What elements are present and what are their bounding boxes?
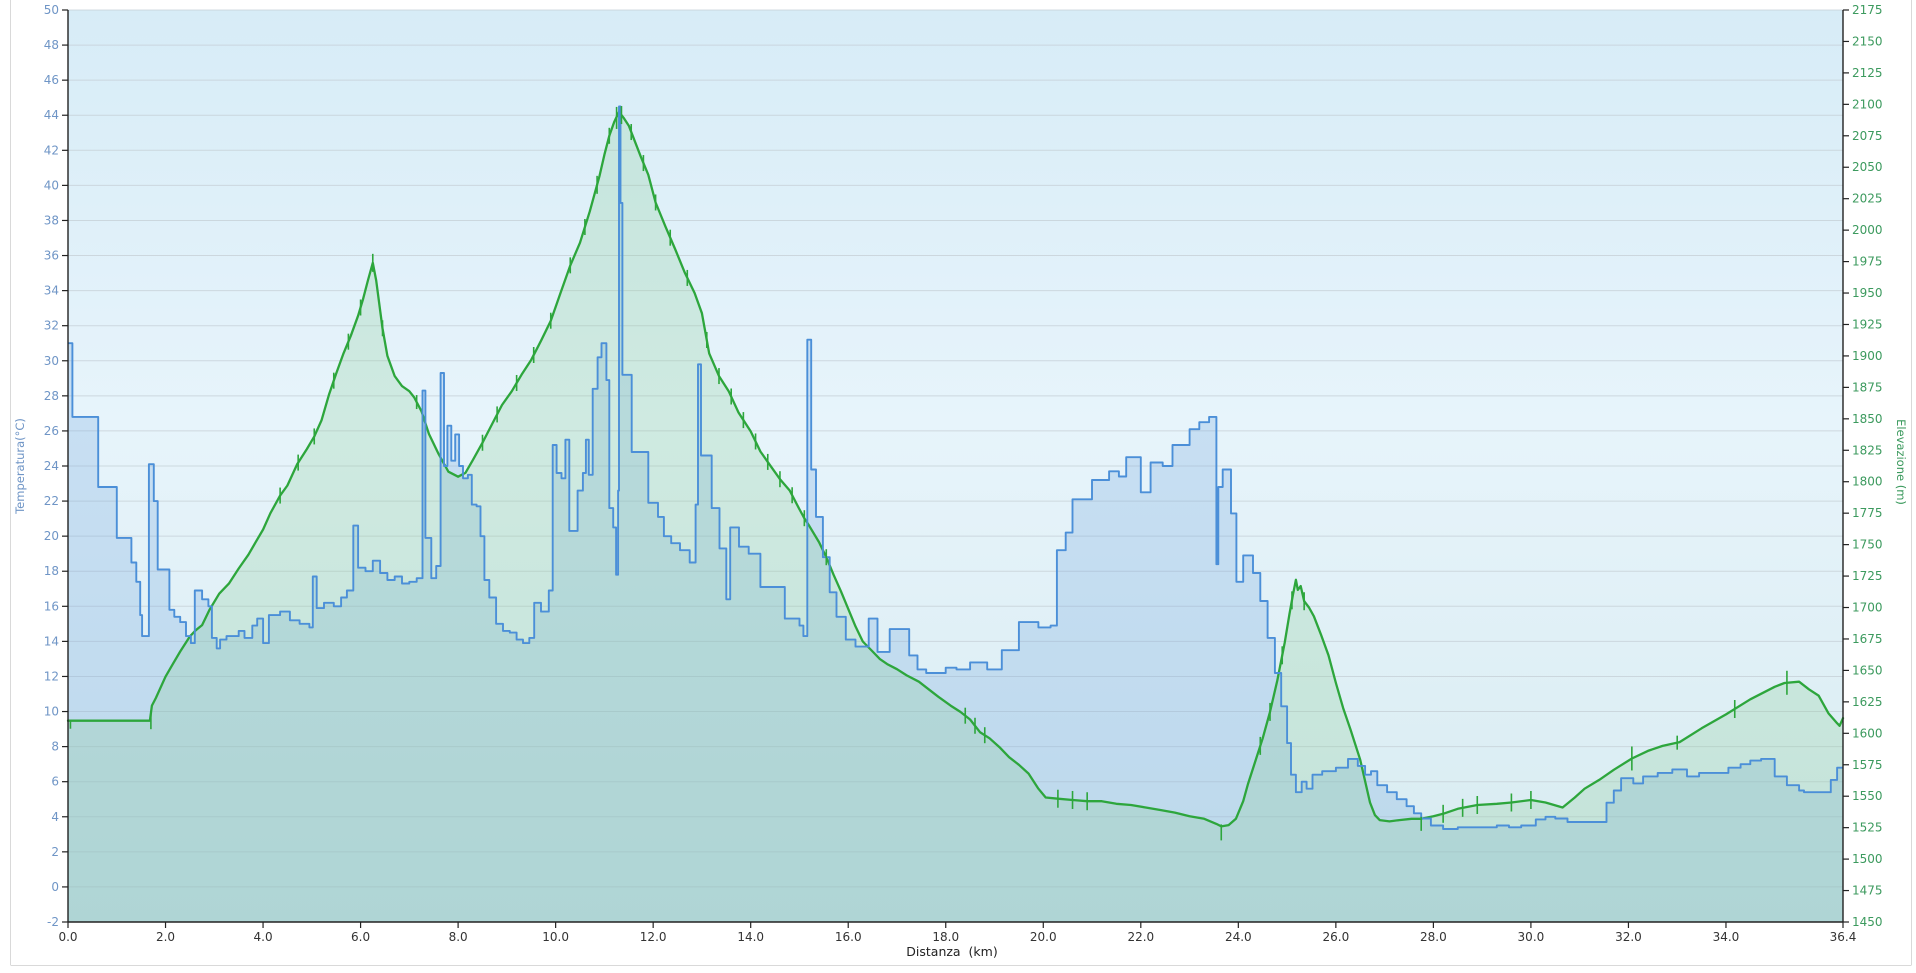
left-tick-label: 38 <box>44 213 59 227</box>
x-tick-label: 30.0 <box>1518 930 1545 944</box>
temperature-area <box>68 106 1843 922</box>
right-tick-label: 1875 <box>1852 380 1883 394</box>
right-tick-label: 2050 <box>1852 160 1883 174</box>
left-tick-label: 36 <box>44 249 59 263</box>
left-tick-label: 50 <box>44 3 59 17</box>
right-tick-label: 1675 <box>1852 632 1883 646</box>
left-tick-label: 8 <box>51 740 59 754</box>
left-tick-label: 46 <box>44 73 59 87</box>
x-tick-label: 24.0 <box>1225 930 1252 944</box>
right-tick-label: 1475 <box>1852 884 1883 898</box>
x-tick-label: 36.4 <box>1830 930 1857 944</box>
x-tick-label: 10.0 <box>542 930 569 944</box>
left-tick-label: 42 <box>44 143 59 157</box>
left-tick-label: 14 <box>44 634 59 648</box>
right-tick-label: 2000 <box>1852 223 1883 237</box>
left-tick-label: 28 <box>44 389 59 403</box>
left-tick-label: 18 <box>44 564 59 578</box>
x-tick-label: 8.0 <box>449 930 468 944</box>
right-tick-label: 1450 <box>1852 915 1883 929</box>
right-tick-label: 1975 <box>1852 255 1883 269</box>
left-tick-label: 24 <box>44 459 59 473</box>
left-tick-label: 16 <box>44 599 59 613</box>
left-tick-label: 6 <box>51 775 59 789</box>
elevation-area <box>68 111 1843 922</box>
left-tick-label: 26 <box>44 424 59 438</box>
right-tick-label: 1775 <box>1852 506 1883 520</box>
right-tick-label: 1725 <box>1852 569 1883 583</box>
right-tick-label: 1800 <box>1852 475 1883 489</box>
x-tick-label: 12.0 <box>640 930 667 944</box>
right-tick-label: 1550 <box>1852 789 1883 803</box>
x-tick-label: 28.0 <box>1420 930 1447 944</box>
x-tick-label: 0.0 <box>58 930 77 944</box>
x-tick-label: 2.0 <box>156 930 175 944</box>
x-tick-label: 26.0 <box>1322 930 1349 944</box>
right-tick-label: 2100 <box>1852 97 1883 111</box>
x-tick-label: 18.0 <box>932 930 959 944</box>
x-tick-label: 32.0 <box>1615 930 1642 944</box>
x-tick-label: 34.0 <box>1713 930 1740 944</box>
left-tick-label: 2 <box>51 845 59 859</box>
right-tick-label: 1575 <box>1852 758 1883 772</box>
right-tick-label: 1950 <box>1852 286 1883 300</box>
right-tick-label: 1900 <box>1852 349 1883 363</box>
left-tick-label: 44 <box>44 108 59 122</box>
right-tick-label: 1850 <box>1852 412 1883 426</box>
right-tick-label: 1650 <box>1852 663 1883 677</box>
right-tick-label: 1750 <box>1852 538 1883 552</box>
temperature-line <box>68 105 1843 830</box>
elevation-line <box>66 110 1845 828</box>
x-tick-label: 16.0 <box>835 930 862 944</box>
right-tick-label: 1700 <box>1852 601 1883 615</box>
left-tick-label: 32 <box>44 319 59 333</box>
left-tick-label: 48 <box>44 38 59 52</box>
right-tick-label: 2125 <box>1852 66 1883 80</box>
left-tick-label: 20 <box>44 529 59 543</box>
x-tick-label: 4.0 <box>254 930 273 944</box>
left-tick-label: 34 <box>44 284 59 298</box>
left-tick-label: -2 <box>47 915 59 929</box>
left-tick-label: 12 <box>44 669 59 683</box>
right-tick-label: 2175 <box>1852 3 1883 17</box>
left-axis-title: Temperatura(°C) <box>13 418 27 515</box>
right-tick-label: 1925 <box>1852 317 1883 331</box>
x-tick-label: 6.0 <box>351 930 370 944</box>
left-tick-label: 22 <box>44 494 59 508</box>
plot-area: 5048464442403836343230282624222018161412… <box>10 0 1912 966</box>
x-tick-label: 14.0 <box>737 930 764 944</box>
left-tick-label: 4 <box>51 810 59 824</box>
right-tick-label: 2150 <box>1852 34 1883 48</box>
right-axis-title: Elevazione (m) <box>1894 419 1908 505</box>
left-tick-label: 0 <box>51 880 59 894</box>
right-tick-label: 1600 <box>1852 726 1883 740</box>
x-axis-title: Distanza (km) <box>906 944 997 959</box>
x-tick-label: 20.0 <box>1030 930 1057 944</box>
left-tick-label: 10 <box>44 705 59 719</box>
x-tick-label: 22.0 <box>1127 930 1154 944</box>
right-tick-label: 2075 <box>1852 129 1883 143</box>
left-tick-label: 40 <box>44 178 59 192</box>
right-tick-label: 1625 <box>1852 695 1883 709</box>
left-tick-label: 30 <box>44 354 59 368</box>
right-tick-label: 2025 <box>1852 192 1883 206</box>
right-tick-label: 1825 <box>1852 443 1883 457</box>
right-tick-label: 1500 <box>1852 852 1883 866</box>
right-tick-label: 1525 <box>1852 821 1883 835</box>
